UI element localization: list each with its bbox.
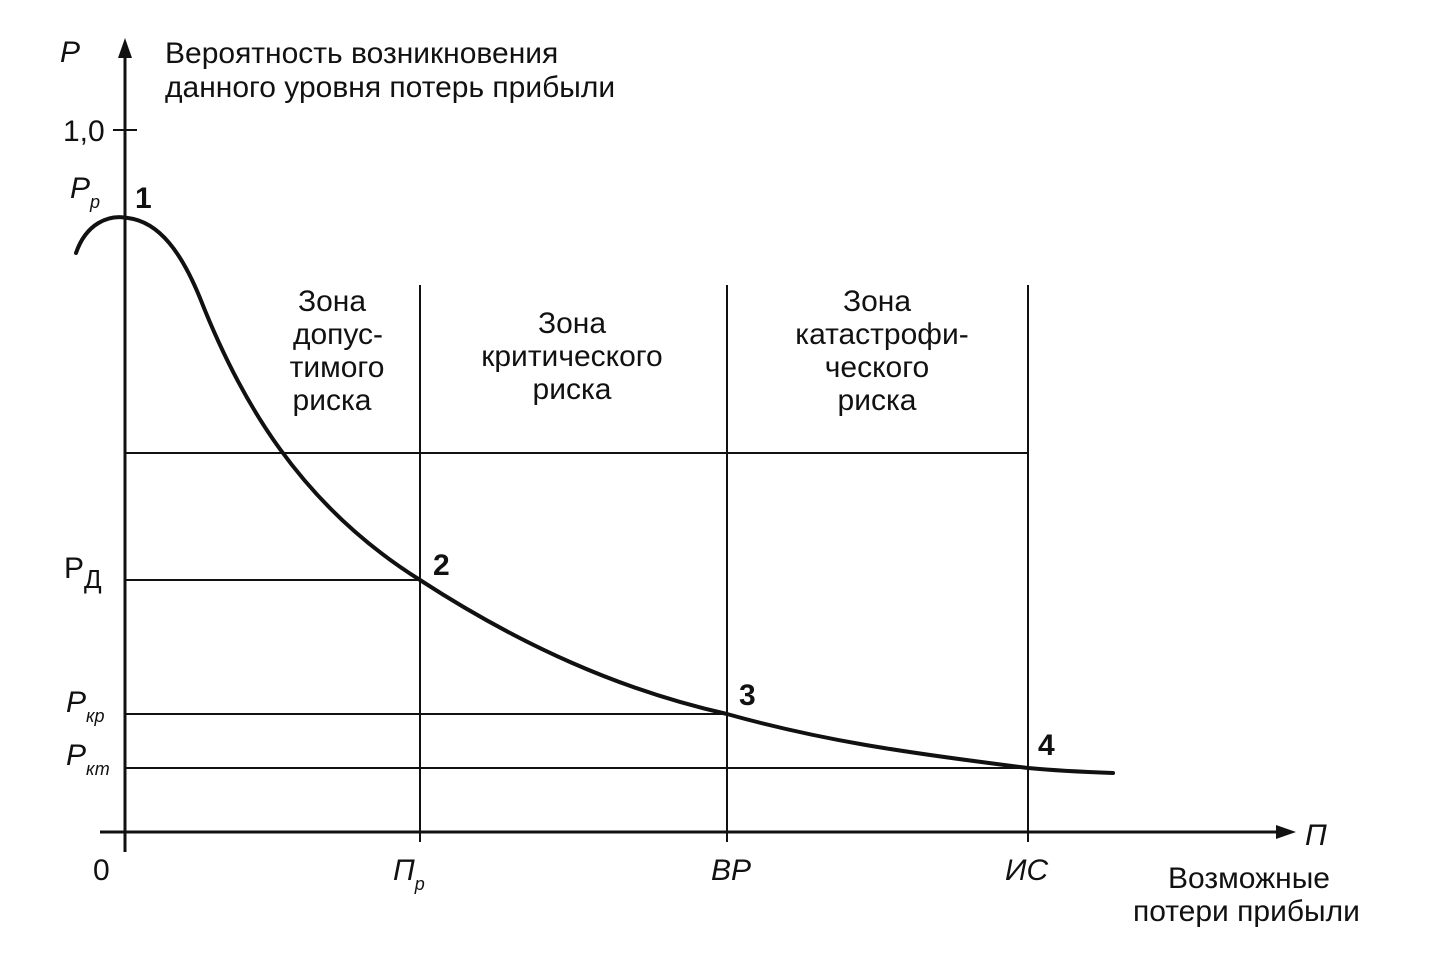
zone-critical-line1: Зона [538,307,606,340]
x-axis-title-line2: потери прибыли [1133,895,1360,928]
x-mark-vr: ВР [711,854,751,887]
point-label-4: 4 [1038,729,1055,762]
y-axis-arrowhead [118,38,132,58]
point-label-2: 2 [433,549,450,582]
x-axis-arrowhead [1276,825,1296,839]
x-mark-pr: Пр [393,854,425,894]
zone-catastrophic-line1: Зона [843,285,911,318]
zone-catastrophic-line2: катастрофи- [795,318,968,351]
x-mark-is: ИС [1005,854,1048,887]
origin-label: 0 [93,854,110,887]
zone-acceptable-line2: допус- [293,318,383,351]
level-label-pkr: Pкр [66,686,105,726]
zone-critical-line3: риска [533,373,612,406]
zone-critical-line2: критического [481,340,663,373]
level-label-pkt: Pкт [66,739,110,779]
x-axis-title-line1: Возможные [1168,862,1330,895]
level-label-pd: РД [64,552,102,594]
level-label-pr: Pр [70,172,100,212]
y-axis-symbol: P [60,36,80,69]
point-label-1: 1 [135,182,152,215]
x-axis-symbol: П [1305,819,1327,852]
zone-catastrophic-line4: риска [838,384,917,417]
y-axis-title-line2: данного уровня потерь прибыли [165,71,615,104]
zone-catastrophic-line3: ческого [825,351,929,384]
y-tick-one-label: 1,0 [63,115,105,148]
point-label-3: 3 [739,679,756,712]
y-axis-title-line1: Вероятность возникновения [165,37,558,70]
zone-acceptable-line1: Зона [298,285,366,318]
zone-acceptable-line3: тимого [290,351,385,384]
loss-probability-curve [74,215,1115,775]
zone-acceptable-line4: риска [293,384,372,417]
